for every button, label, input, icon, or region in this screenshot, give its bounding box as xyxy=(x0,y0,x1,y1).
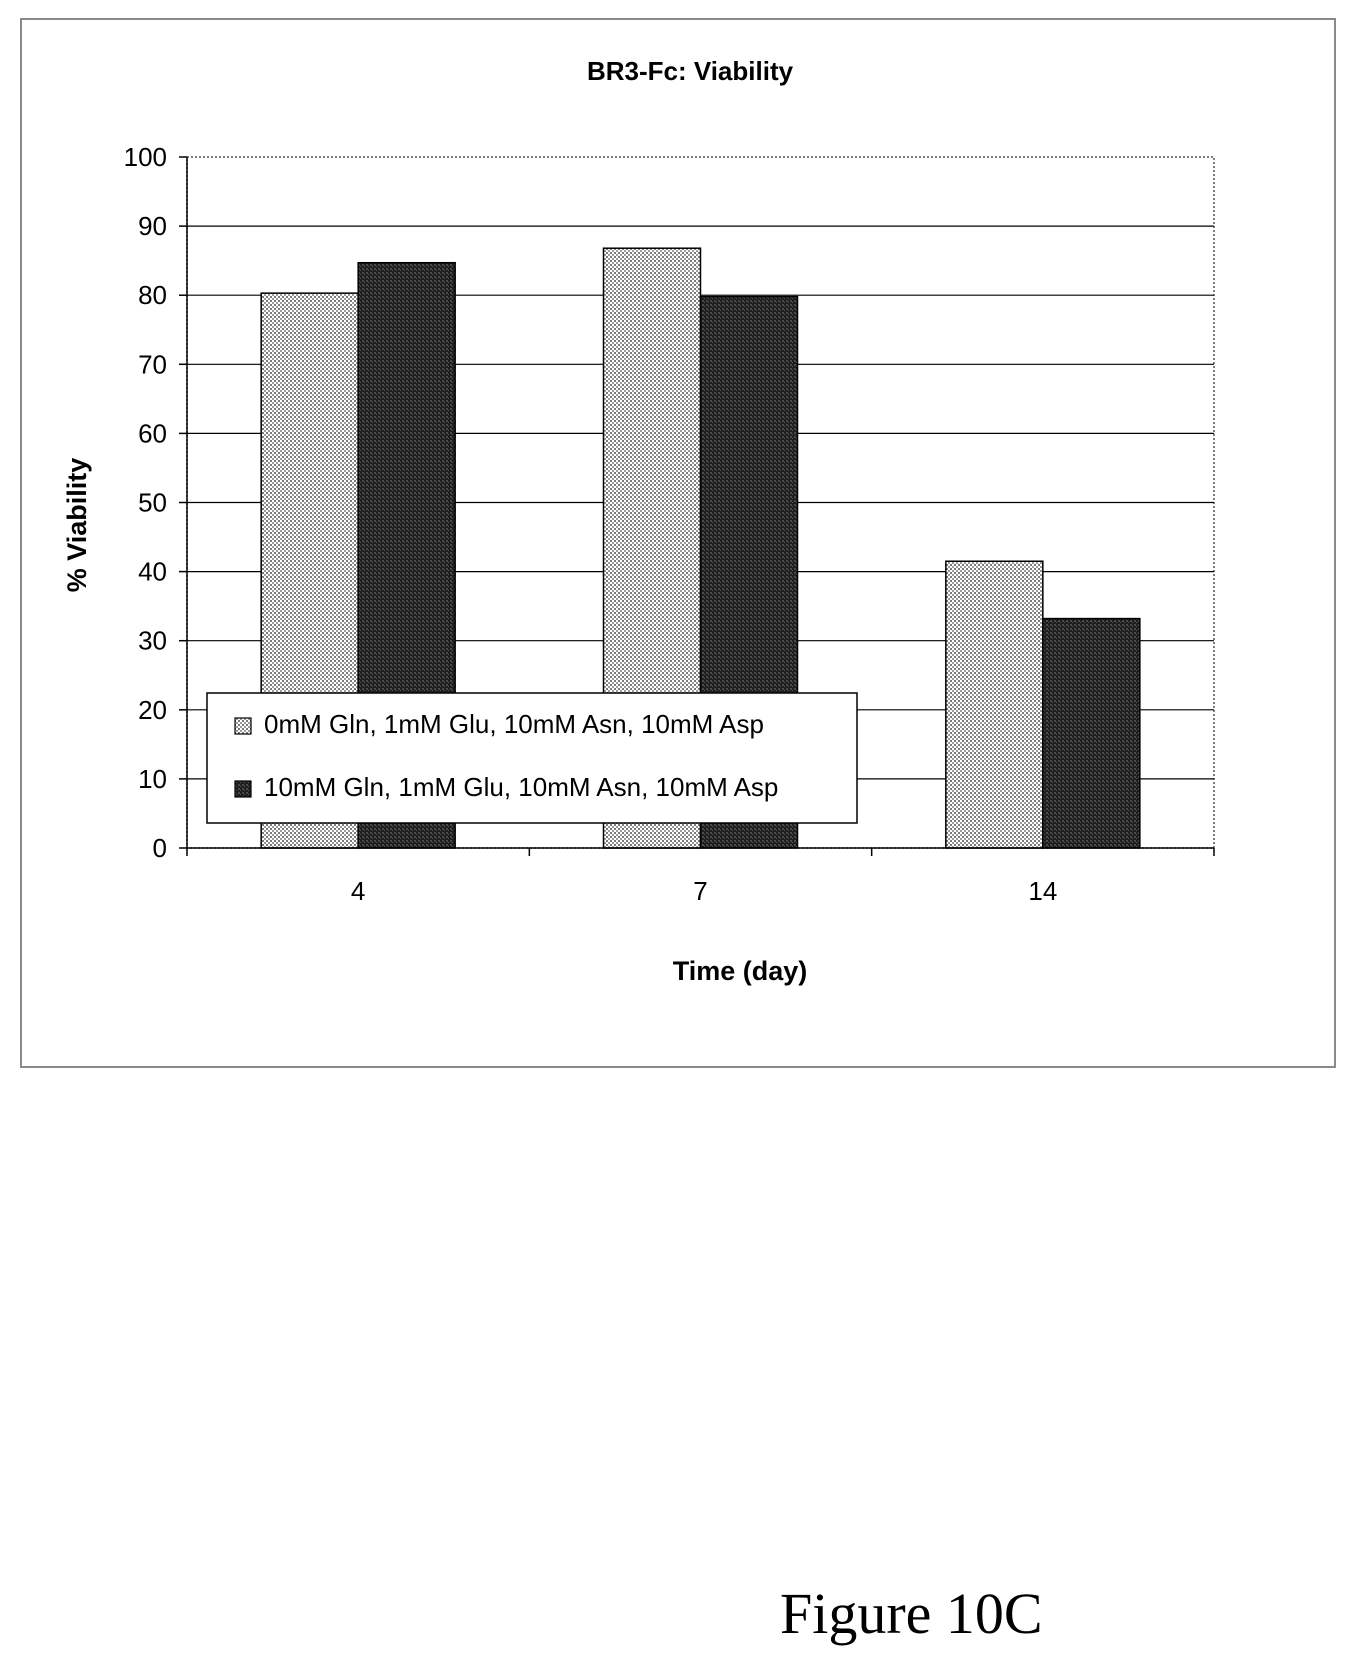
legend-label: 10mM Gln, 1mM Glu, 10mM Asn, 10mM Asp xyxy=(264,772,778,802)
x-tick-label: 7 xyxy=(693,876,707,906)
y-axis-label: % Viability xyxy=(62,458,92,593)
legend-swatch xyxy=(234,717,252,735)
y-tick-label: 30 xyxy=(138,626,167,656)
bar-series-2-day-14 xyxy=(1042,617,1141,849)
y-tick-label: 70 xyxy=(138,349,167,379)
figure-caption: Figure 10C xyxy=(780,1581,1043,1646)
y-tick-label: 80 xyxy=(138,280,167,310)
y-tick-label: 60 xyxy=(138,418,167,448)
y-tick-label: 20 xyxy=(138,695,167,725)
legend-label: 0mM Gln, 1mM Glu, 10mM Asn, 10mM Asp xyxy=(264,709,764,739)
chart-title: BR3-Fc: Viability xyxy=(587,56,794,86)
axes: 0 10 20 30 40 50 60 70 80 90 100 4 7 14 xyxy=(124,142,1215,906)
y-tick-label: 40 xyxy=(138,557,167,587)
x-tick-label: 4 xyxy=(351,876,365,906)
legend-box xyxy=(206,692,858,824)
bar-chart: BR3-Fc: Viability % Viability Time (day)… xyxy=(62,56,1215,986)
legend: 0mM Gln, 1mM Glu, 10mM Asn, 10mM Asp 10mM… xyxy=(206,692,858,824)
x-axis-label: Time (day) xyxy=(673,956,808,986)
y-tick-label: 0 xyxy=(153,833,167,863)
chart-frame: BR3-Fc: Viability % Viability Time (day)… xyxy=(20,18,1336,1068)
bar-series-1-day-14 xyxy=(945,560,1044,849)
y-tick-label: 90 xyxy=(138,211,167,241)
legend-swatch xyxy=(234,780,252,798)
y-tick-label: 100 xyxy=(124,142,167,172)
x-tick-label: 14 xyxy=(1028,876,1057,906)
y-tick-label: 50 xyxy=(138,488,167,518)
y-tick-label: 10 xyxy=(138,764,167,794)
